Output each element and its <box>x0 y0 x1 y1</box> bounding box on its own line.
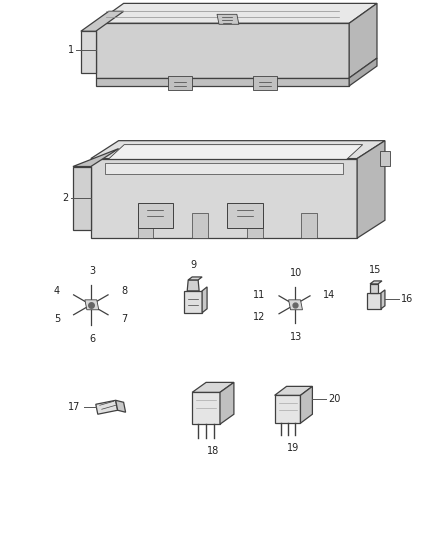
Text: 6: 6 <box>90 334 96 344</box>
Text: 10: 10 <box>290 268 303 278</box>
Text: 2: 2 <box>63 193 69 204</box>
Polygon shape <box>192 213 208 238</box>
Polygon shape <box>367 293 381 309</box>
Polygon shape <box>73 149 119 166</box>
Text: 14: 14 <box>323 290 336 300</box>
Polygon shape <box>357 141 385 238</box>
Polygon shape <box>275 386 312 395</box>
Polygon shape <box>91 141 385 158</box>
Polygon shape <box>217 14 239 25</box>
Polygon shape <box>202 287 207 313</box>
Text: 13: 13 <box>290 332 303 342</box>
Polygon shape <box>289 300 303 310</box>
Polygon shape <box>105 163 343 174</box>
Polygon shape <box>184 291 202 313</box>
Text: 1: 1 <box>68 45 74 55</box>
Text: 15: 15 <box>369 265 381 275</box>
Polygon shape <box>81 11 124 31</box>
Text: 12: 12 <box>253 312 266 322</box>
Polygon shape <box>168 76 192 90</box>
Polygon shape <box>96 3 377 23</box>
Polygon shape <box>116 400 126 412</box>
Text: 5: 5 <box>54 314 60 324</box>
Text: 19: 19 <box>287 443 300 453</box>
Polygon shape <box>192 382 234 392</box>
Polygon shape <box>370 281 382 284</box>
Polygon shape <box>105 144 363 163</box>
Polygon shape <box>96 400 118 414</box>
Text: 16: 16 <box>401 294 413 304</box>
Polygon shape <box>253 76 277 90</box>
Polygon shape <box>138 213 153 238</box>
Polygon shape <box>187 280 199 291</box>
Text: 20: 20 <box>328 394 341 405</box>
Text: 11: 11 <box>254 290 266 300</box>
Polygon shape <box>349 3 377 78</box>
Polygon shape <box>381 290 385 309</box>
Polygon shape <box>81 31 96 73</box>
Polygon shape <box>85 300 99 310</box>
Polygon shape <box>96 23 349 78</box>
Polygon shape <box>370 284 378 293</box>
Polygon shape <box>138 203 173 228</box>
Polygon shape <box>220 382 234 424</box>
Text: 4: 4 <box>54 286 60 296</box>
Polygon shape <box>192 392 220 424</box>
Polygon shape <box>91 158 357 238</box>
Polygon shape <box>275 395 300 423</box>
Polygon shape <box>349 58 377 86</box>
Text: 17: 17 <box>67 402 80 412</box>
Text: 3: 3 <box>90 266 96 276</box>
Polygon shape <box>300 386 312 423</box>
Text: 8: 8 <box>122 286 128 296</box>
Polygon shape <box>380 151 390 166</box>
Polygon shape <box>96 78 349 86</box>
Text: 18: 18 <box>207 446 219 456</box>
Text: 7: 7 <box>122 314 128 324</box>
Polygon shape <box>301 213 318 238</box>
Polygon shape <box>73 166 91 230</box>
Text: 9: 9 <box>190 260 196 270</box>
Polygon shape <box>247 213 263 238</box>
Polygon shape <box>227 203 263 228</box>
Polygon shape <box>188 277 202 280</box>
